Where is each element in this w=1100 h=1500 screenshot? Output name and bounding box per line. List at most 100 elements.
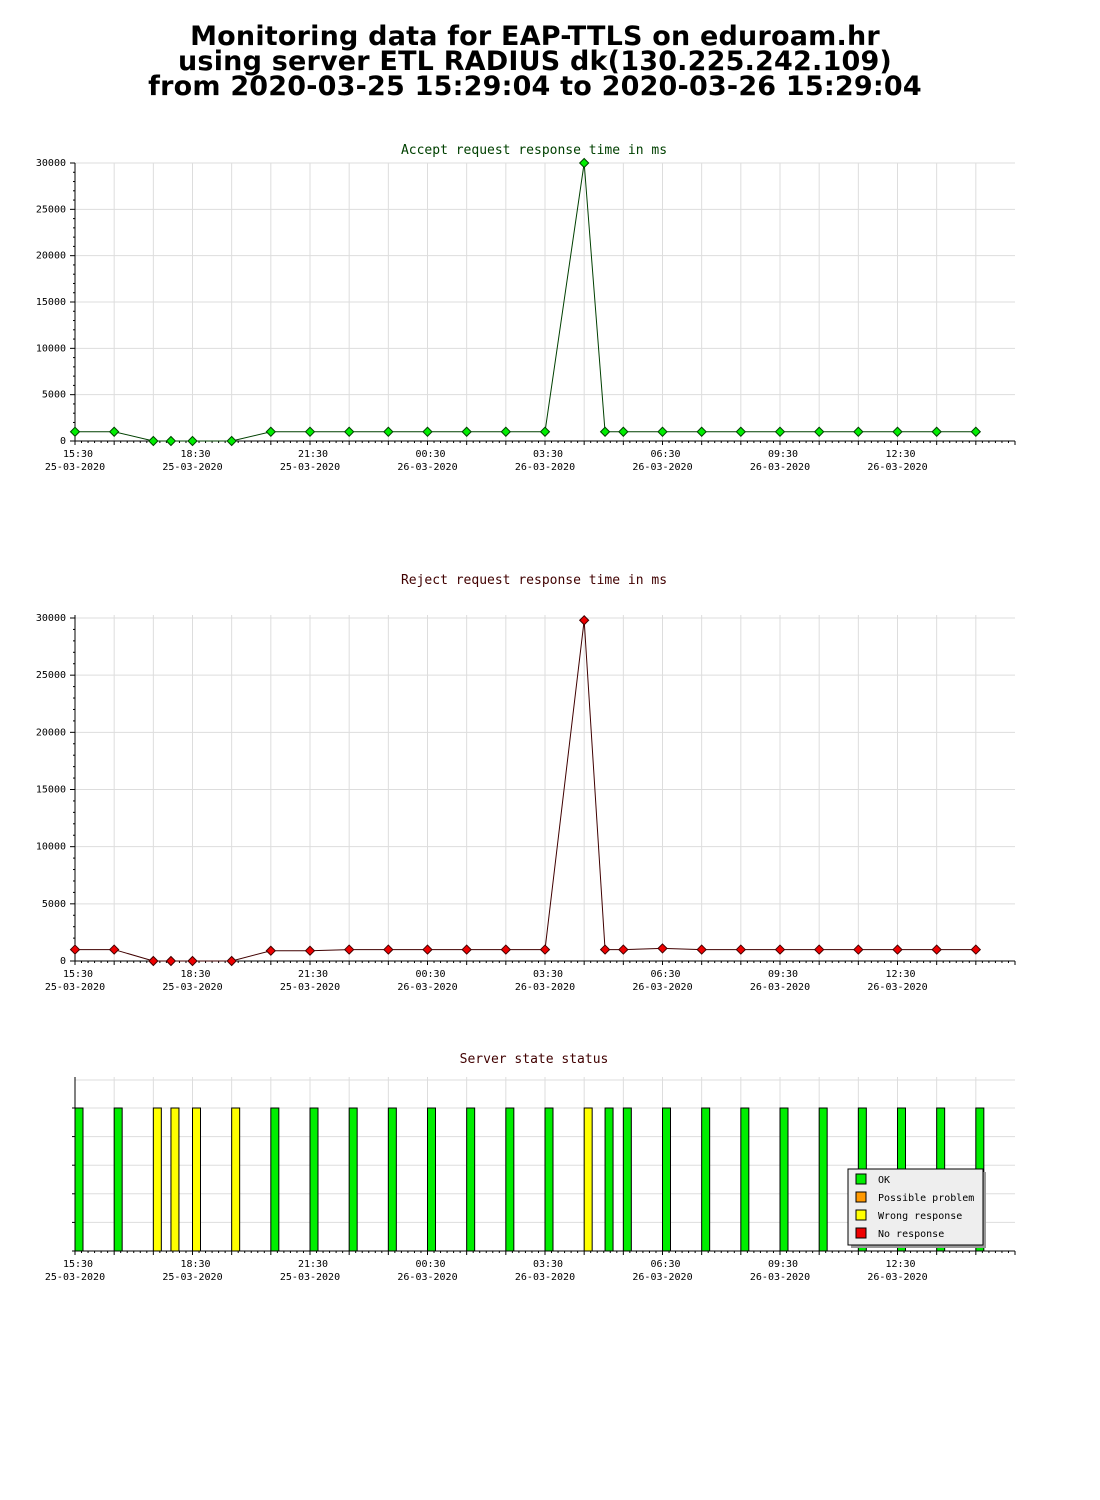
x-tick-date: 26-03-2020	[397, 1272, 457, 1283]
status-bar	[604, 1107, 614, 1252]
series-line	[75, 620, 976, 962]
status-bar	[427, 1107, 436, 1252]
x-tick-time: 15:30	[63, 1259, 93, 1270]
data-point	[931, 426, 942, 437]
y-tick-label: 0	[60, 436, 66, 447]
data-point	[774, 426, 786, 437]
data-point	[813, 944, 825, 955]
legend-label: OK	[878, 1175, 890, 1186]
legend-swatch	[855, 1209, 867, 1221]
status-bar	[505, 1107, 515, 1252]
status-bar	[544, 1107, 554, 1252]
y-tick-label: 5000	[42, 899, 66, 910]
data-point	[892, 426, 903, 437]
chart-2: Reject request response time in ms 0 5000 1…	[36, 573, 1016, 993]
data-point	[599, 426, 611, 437]
data-point	[461, 426, 472, 437]
data-point	[853, 944, 864, 955]
data-point	[69, 426, 81, 437]
status-bar	[309, 1107, 319, 1252]
status-bar	[583, 1107, 593, 1252]
status-bar	[270, 1107, 280, 1252]
x-tick-date: 26-03-2020	[515, 462, 575, 473]
data-point	[304, 426, 316, 437]
x-tick-time: 06:30	[650, 449, 680, 460]
status-bar	[622, 1107, 632, 1252]
data-point	[735, 426, 747, 437]
x-tick-time: 00:30	[415, 969, 445, 980]
data-point	[892, 944, 903, 955]
data-point	[343, 426, 355, 437]
data-point	[931, 944, 942, 955]
data-point	[148, 435, 159, 447]
data-point	[500, 944, 512, 955]
x-tick-date: 26-03-2020	[515, 982, 575, 993]
status-bar	[74, 1107, 84, 1252]
data-point	[187, 435, 198, 447]
series-line	[75, 162, 976, 442]
chart-3: Server state status 15:30 25-03-2020 18:30 2…	[45, 1052, 1016, 1283]
status-bar	[231, 1107, 241, 1252]
x-tick-time: 09:30	[768, 449, 798, 460]
data-point	[599, 944, 611, 955]
legend-label: Wrong response	[878, 1211, 962, 1222]
legend-swatch	[855, 1227, 867, 1239]
x-tick-time: 21:30	[298, 449, 328, 460]
x-tick-date: 25-03-2020	[45, 982, 105, 993]
x-tick-date: 25-03-2020	[45, 1272, 105, 1283]
data-point	[618, 426, 629, 437]
chart-title: Accept request response time in ms	[401, 143, 667, 158]
data-point	[304, 945, 316, 956]
legend-label: Possible problem	[878, 1193, 974, 1204]
y-tick-label: 25000	[36, 204, 66, 215]
x-tick-date: 25-03-2020	[280, 462, 340, 473]
x-tick-time: 06:30	[650, 969, 680, 980]
x-tick-date: 25-03-2020	[162, 1272, 222, 1283]
page-header: Monitoring data for EAP-TTLS on eduroam.…	[0, 21, 1070, 100]
x-tick-time: 21:30	[298, 969, 328, 980]
data-point	[69, 944, 81, 955]
data-point	[226, 955, 237, 967]
data-point	[383, 426, 394, 437]
x-tick-time: 00:30	[415, 449, 445, 460]
data-point	[735, 944, 747, 955]
data-point	[265, 426, 277, 437]
x-tick-date: 26-03-2020	[867, 982, 927, 993]
data-point	[696, 426, 707, 437]
x-tick-date: 25-03-2020	[162, 982, 222, 993]
status-bar	[152, 1107, 162, 1252]
x-tick-date: 26-03-2020	[397, 982, 457, 993]
y-tick-label: 5000	[42, 390, 66, 401]
x-tick-time: 09:30	[768, 1259, 798, 1270]
x-tick-date: 26-03-2020	[632, 462, 692, 473]
data-point	[422, 426, 433, 437]
x-tick-date: 26-03-2020	[632, 982, 692, 993]
x-tick-date: 26-03-2020	[867, 462, 927, 473]
y-tick-label: 30000	[36, 158, 66, 169]
chart-title: Server state status	[460, 1052, 609, 1067]
header-title-line-1: Monitoring data for EAP-TTLS on eduroam.…	[190, 21, 880, 52]
x-tick-date: 26-03-2020	[867, 1272, 927, 1283]
x-tick-date: 26-03-2020	[750, 1272, 810, 1283]
data-point	[187, 955, 198, 967]
x-tick-time: 18:30	[180, 969, 210, 980]
x-tick-date: 25-03-2020	[280, 1272, 340, 1283]
x-tick-time: 18:30	[180, 1259, 210, 1270]
x-tick-date: 26-03-2020	[397, 462, 457, 473]
status-bar	[387, 1107, 397, 1252]
x-tick-date: 25-03-2020	[45, 462, 105, 473]
y-tick-label: 10000	[36, 343, 66, 354]
x-tick-date: 26-03-2020	[750, 982, 810, 993]
x-tick-time: 09:30	[768, 969, 798, 980]
data-point	[618, 944, 629, 955]
data-point	[148, 955, 159, 967]
y-tick-label: 15000	[36, 785, 66, 796]
data-point	[165, 435, 177, 447]
data-point	[165, 955, 177, 967]
y-tick-label: 10000	[36, 842, 66, 853]
y-tick-label: 30000	[36, 613, 66, 624]
data-point	[578, 157, 590, 169]
x-tick-time: 03:30	[533, 449, 563, 460]
status-bar	[818, 1107, 828, 1252]
